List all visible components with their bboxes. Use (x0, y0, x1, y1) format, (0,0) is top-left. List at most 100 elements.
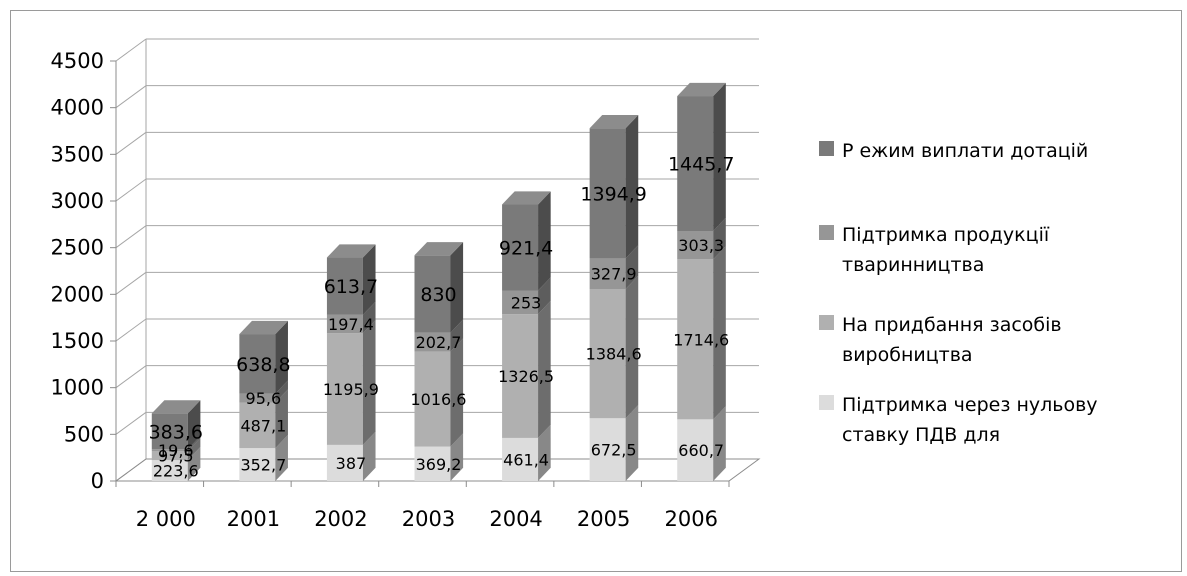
y-tick-label: 4000 (51, 96, 104, 120)
data-label: 369,2 (416, 455, 462, 474)
data-label: 1326,5 (498, 367, 554, 386)
bar-segment (151, 451, 188, 461)
data-label: 660,7 (678, 441, 724, 460)
bar-side (538, 300, 551, 438)
data-label: 202,7 (416, 333, 462, 352)
bar-segment (677, 230, 714, 260)
y-tick-label: 500 (64, 422, 104, 446)
data-label: 303,3 (678, 236, 724, 255)
legend-entry-text: тваринництва (842, 254, 984, 276)
bar-segment (414, 332, 451, 352)
data-label: 1445,7 (668, 154, 734, 176)
bar-side (187, 437, 201, 461)
data-label: 97,5 (158, 447, 194, 466)
bar-segment (502, 437, 539, 481)
bar-segment (326, 314, 363, 334)
bar-segment (589, 418, 626, 481)
data-label: 197,4 (328, 315, 374, 334)
legend-entry-text: Підтримка через нульову (842, 394, 1098, 416)
x-tick-label: 2005 (577, 507, 630, 531)
bar-side (450, 319, 464, 352)
bar-top (326, 244, 376, 258)
data-label: 352,7 (240, 456, 286, 475)
bar-segment (239, 334, 276, 394)
bar-segment (589, 128, 626, 259)
data-label: 487,1 (240, 416, 286, 435)
data-label: 95,6 (246, 389, 282, 408)
stacked-bar-chart: 0 500 1000 1500 2000 2500 3000 3500 4000 4500 2 00… (51, 38, 1098, 531)
gridline-depth (115, 225, 147, 249)
y-tick-label: 4500 (51, 49, 104, 73)
legend-swatch (819, 395, 834, 410)
y-tick-label: 1500 (51, 329, 104, 353)
bar-side (625, 115, 639, 259)
y-tick-label: 0 (91, 469, 104, 493)
data-label: 1195,9 (323, 380, 379, 399)
bar-segment (414, 351, 451, 447)
data-label: 613,7 (324, 276, 378, 298)
data-label: 1384,6 (586, 345, 642, 364)
bar-segment (239, 393, 276, 403)
data-label: 387 (336, 454, 367, 473)
bar-segment (239, 448, 276, 481)
data-label: 672,5 (591, 441, 637, 460)
bar-side (187, 400, 201, 450)
bar-side (538, 424, 551, 481)
gridline-depth (115, 365, 147, 389)
bar-segment (502, 290, 539, 315)
data-label: 1714,6 (673, 330, 729, 349)
bar-side (275, 380, 288, 403)
bar-side (275, 389, 288, 449)
bar-side (713, 82, 726, 231)
bar-side (713, 406, 726, 481)
bar-side (625, 275, 639, 419)
bar-side (362, 244, 376, 315)
x-tick-label: 2002 (314, 507, 367, 531)
bar-side (275, 320, 288, 394)
bar-top (589, 115, 639, 129)
bar-segment (414, 446, 451, 481)
x-tick-label: 2006 (664, 507, 717, 531)
gridline-depth (115, 411, 147, 435)
data-label: 253 (511, 293, 542, 312)
data-label: 223,6 (153, 462, 199, 481)
y-tick-label: 1000 (51, 376, 104, 400)
bar-segment (151, 449, 188, 452)
legend-entry-text: виробництва (842, 344, 973, 366)
gridline-depth (115, 318, 147, 342)
bar-segment (589, 289, 626, 419)
bar-side (538, 277, 551, 315)
gridline-depth (115, 85, 147, 109)
x-tick-label: 2004 (489, 507, 542, 531)
bar-side (625, 405, 639, 481)
y-tick-label: 3500 (51, 142, 104, 166)
y-tick-label: 2500 (51, 236, 104, 260)
x-tick-label: 2001 (227, 507, 280, 531)
legend-entry-text: Підтримка продукції (842, 224, 1050, 246)
bar-segment (677, 96, 714, 231)
data-label: 327,9 (591, 265, 637, 284)
data-label: 461,4 (503, 450, 549, 469)
bar-side (625, 245, 639, 290)
gridline-depth (115, 38, 147, 62)
axis-layer: 0 500 1000 1500 2000 2500 3000 3500 4000 4500 2 00… (51, 39, 761, 531)
bar-side (713, 246, 726, 420)
bar-top (414, 242, 464, 256)
bar-side (187, 436, 201, 452)
bar-segment (677, 259, 714, 420)
data-label: 921,4 (499, 238, 553, 260)
bar-side (362, 320, 376, 445)
legend-swatch (819, 225, 834, 240)
x-tick-label: 2 000 (136, 507, 196, 531)
y-tick-label: 3000 (51, 189, 104, 213)
bar-segment (239, 402, 276, 449)
bar-top (151, 400, 201, 414)
bar-side (538, 191, 551, 291)
gridline-depth (115, 131, 147, 155)
bar-side (362, 431, 376, 481)
data-label: 1016,6 (411, 390, 467, 409)
bar-top (239, 320, 288, 335)
bar-segment (677, 419, 714, 481)
bar-side (450, 338, 464, 447)
